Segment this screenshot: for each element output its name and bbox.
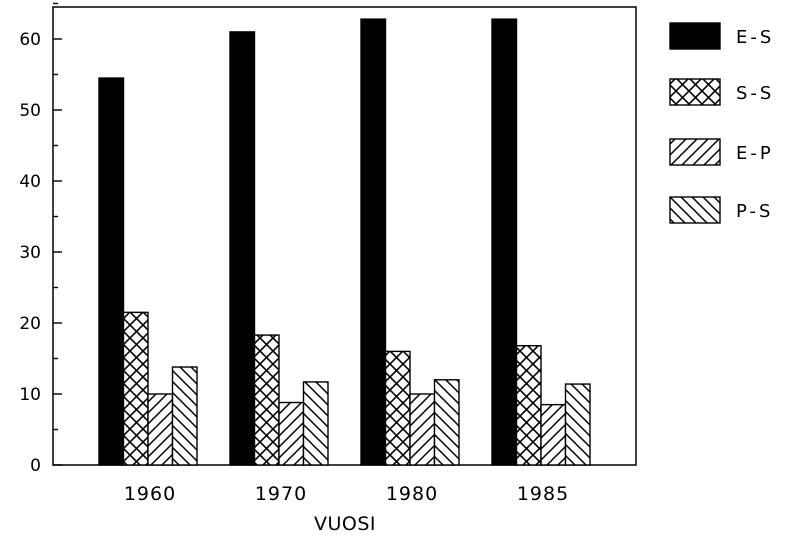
- bar-p-s-1970: [302, 381, 329, 466]
- y-tick-label: 0: [30, 456, 41, 476]
- bar-e-s-1960: [98, 77, 125, 466]
- legend-swatch-s-s: [669, 78, 721, 106]
- legend: E-S S-S E-P P-S: [669, 22, 774, 224]
- y-tick-label: 60: [19, 30, 41, 50]
- bar-e-p-1970: [278, 401, 305, 466]
- x-axis-label: VUOSI: [314, 513, 376, 535]
- y-tick-label: 30: [19, 243, 41, 263]
- bar-s-s-1985: [515, 345, 542, 466]
- legend-label: P-S: [736, 201, 773, 222]
- legend-swatch-e-s: [669, 22, 721, 50]
- y-tick-label: 50: [19, 101, 41, 121]
- bar-e-s-1980: [360, 18, 387, 466]
- x-tick-label: 1985: [517, 483, 569, 505]
- y-tick-label: 40: [19, 172, 41, 192]
- legend-label: E-S: [736, 27, 774, 48]
- bar-p-s-1960: [171, 366, 198, 466]
- x-tick-label: 1970: [255, 483, 307, 505]
- bar-p-s-1980: [433, 379, 460, 466]
- x-axis: 1960 1970 1980 1985: [124, 483, 569, 505]
- legend-label: E-P: [736, 143, 774, 164]
- y-axis: 0 10 20 30 40 50 60: [19, 2, 62, 476]
- x-tick-label: 1960: [124, 483, 176, 505]
- bars: [98, 18, 591, 466]
- bar-s-s-1970: [253, 334, 280, 466]
- legend-swatch-e-p: [669, 138, 721, 166]
- bar-e-p-1980: [409, 393, 436, 466]
- plot-frame: [52, 6, 637, 466]
- legend-swatch-p-s: [669, 196, 721, 224]
- bar-e-s-1970: [229, 31, 256, 466]
- y-tick-label: 10: [19, 385, 41, 405]
- bar-s-s-1960: [122, 311, 149, 466]
- bar-s-s-1980: [384, 350, 411, 466]
- bar-e-p-1985: [540, 403, 567, 466]
- legend-label: S-S: [736, 83, 774, 104]
- bar-p-s-1985: [564, 383, 591, 466]
- y-tick-label: 20: [19, 314, 41, 334]
- bar-e-s-1985: [491, 18, 518, 466]
- bar-e-p-1960: [147, 393, 174, 466]
- x-tick-label: 1980: [386, 483, 438, 505]
